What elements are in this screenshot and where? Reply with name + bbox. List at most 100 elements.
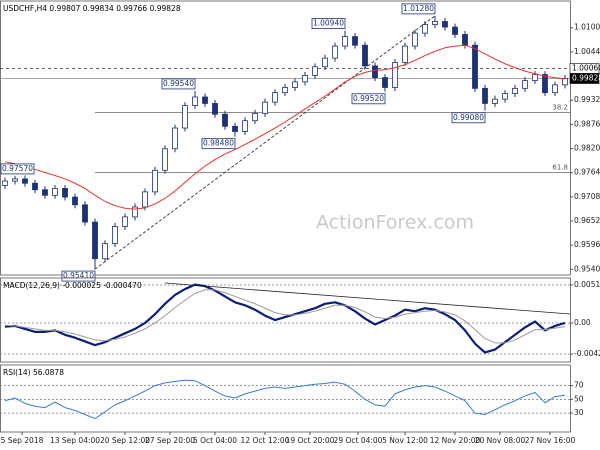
panel-title: USDCHF,H4 0.99807 0.99834 0.99766 0.9982… (3, 4, 181, 13)
candle-body (462, 34, 468, 46)
fib-label: 38.2 (552, 104, 568, 112)
y-tick-label: 0.00 (574, 318, 591, 327)
panel-title: RSI(14) 56.0878 (3, 368, 64, 377)
candle-body (82, 204, 88, 223)
line (4, 283, 566, 354)
x-tick-label: 19 Oct 20:00 (286, 436, 335, 445)
candle-body (292, 81, 298, 88)
price-label: 0.99540 (163, 79, 194, 88)
candle-body (532, 74, 538, 81)
line (4, 44, 566, 210)
candle-body (42, 189, 48, 196)
level-label: 1.00060 (572, 64, 600, 73)
candle-body (382, 77, 388, 88)
y-tick-label: 0.95405 (574, 264, 600, 273)
price-label-box (401, 3, 436, 15)
candle-body (192, 96, 198, 107)
price-label: 0.99520 (353, 94, 384, 103)
candle-body (472, 44, 478, 89)
candle-body (302, 75, 308, 83)
panel-frame (0, 277, 571, 363)
candle-body (372, 65, 378, 78)
candle-body (322, 57, 328, 68)
line (4, 379, 566, 420)
candle-body (182, 105, 188, 129)
candle-body (112, 225, 118, 245)
y-tick-label: 50 (574, 394, 584, 403)
x-tick-label: 5 Nov 12:00 (382, 436, 428, 445)
candle-body (522, 80, 528, 89)
price-label: 1.01280 (403, 4, 434, 13)
candle-body (542, 74, 548, 94)
panel-title: MACD(12,26,9) -0.000025 -0.000470 (3, 281, 142, 290)
candle-body (512, 87, 518, 94)
candle-body (502, 93, 508, 100)
y-tick-label: 0.98205 (574, 144, 600, 153)
price-label-box (451, 112, 486, 124)
candle-body (12, 178, 18, 182)
candle-body (332, 45, 338, 59)
panel-frame (0, 0, 571, 276)
candle-body (422, 24, 428, 34)
x-tick-label: 12 Nov 20:00 (430, 436, 481, 445)
fib-label: 61.8 (552, 163, 568, 171)
candle-body (412, 32, 418, 47)
x-tick-label: 27 Nov 16:00 (525, 436, 576, 445)
y-tick-label: 30 (574, 408, 584, 417)
y-tick-label: 0.99325 (574, 95, 600, 104)
candle-body (122, 216, 128, 227)
candle-body (492, 98, 498, 104)
candle-body (2, 180, 8, 186)
y-tick-label: 0.95965 (574, 240, 600, 249)
panel-frame (0, 364, 571, 433)
candle-body (242, 120, 248, 132)
price-label: 0.99080 (453, 113, 484, 122)
x-tick-label: 20 Nov 08:00 (475, 436, 526, 445)
candle-body (392, 62, 398, 88)
candle-body (232, 125, 238, 132)
candle-body (432, 21, 438, 25)
candle-body (402, 45, 408, 63)
candle-body (172, 127, 178, 150)
price-label: 0.97570 (2, 164, 33, 173)
candle-body (62, 188, 68, 198)
candle-body (442, 21, 448, 28)
price-label: 1.00940 (313, 19, 344, 28)
level-box (569, 73, 600, 84)
candle-body (102, 243, 108, 260)
y-tick-label: 0.97085 (574, 192, 600, 201)
y-tick-label: -0.004209 (574, 349, 600, 358)
y-tick-label: 0.97645 (574, 168, 600, 177)
candle-body (562, 78, 568, 86)
candle-body (312, 66, 318, 76)
x-tick-label: 29 Oct 04:00 (334, 436, 383, 445)
x-tick-label: 5 Sep 2018 (1, 436, 44, 445)
y-tick-label: 0.98765 (574, 119, 600, 128)
y-tick-label: 0.96525 (574, 216, 600, 225)
candle-body (482, 87, 488, 104)
y-tick-label: 1.01005 (574, 23, 600, 32)
candle-body (272, 92, 278, 103)
price-label: 0.98480 (203, 139, 234, 148)
level-label: 0.99828 (572, 74, 600, 83)
x-tick-label: 20 Sep 12:00 (100, 436, 150, 445)
price-label: 0.95410 (63, 271, 94, 280)
candle-body (202, 96, 208, 104)
trend-line (164, 282, 571, 315)
candle-body (252, 112, 258, 122)
y-tick-label: 0.005154 (574, 280, 600, 289)
trend-line (94, 15, 436, 270)
x-tick-label: 27 Sep 20:00 (145, 436, 195, 445)
price-label-box (0, 163, 35, 175)
price-label-box (351, 93, 386, 105)
y-tick-label: 1.00445 (574, 47, 600, 56)
candle-body (342, 36, 348, 47)
line (4, 289, 566, 344)
price-label-box (201, 138, 236, 150)
candle-body (552, 84, 558, 94)
x-tick-label: 13 Sep 04:00 (50, 436, 100, 445)
candle-body (142, 191, 148, 208)
candle-body (262, 101, 268, 114)
candle-body (52, 188, 58, 196)
